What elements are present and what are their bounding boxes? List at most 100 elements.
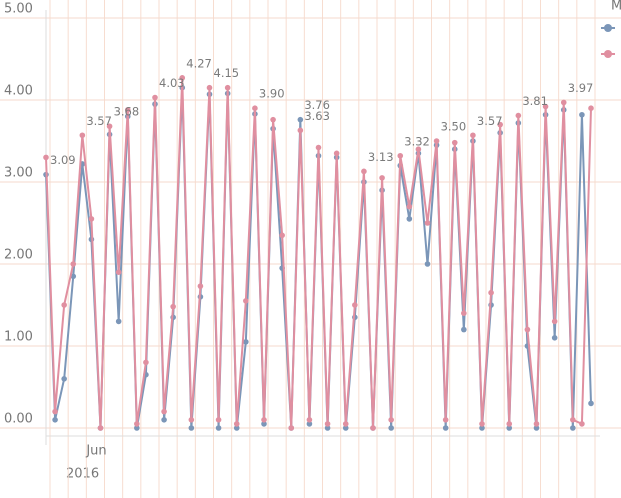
data-point	[479, 421, 485, 427]
legend-marker	[604, 50, 612, 58]
data-point	[252, 105, 258, 111]
data-point	[179, 75, 186, 81]
data-point	[542, 103, 549, 110]
data-point	[470, 132, 476, 139]
data-point	[461, 310, 467, 317]
legend-marker	[604, 24, 612, 32]
data-point	[524, 326, 531, 333]
data-point	[461, 326, 467, 333]
value-label: 4.15	[214, 66, 240, 80]
y-tick-label: 3.00	[4, 166, 33, 181]
data-point	[488, 289, 494, 296]
data-point	[551, 318, 558, 325]
data-point	[115, 318, 122, 325]
data-point	[279, 232, 285, 239]
value-label: 3.50	[441, 120, 467, 134]
x-tick-label: Jun	[85, 444, 106, 459]
data-point	[79, 132, 86, 139]
y-tick-label: 4.00	[4, 84, 33, 99]
data-point	[533, 425, 540, 431]
data-point	[570, 417, 576, 423]
data-point	[106, 123, 113, 130]
data-point	[52, 408, 58, 415]
data-point	[243, 339, 249, 345]
value-label: 3.81	[522, 94, 548, 108]
data-point	[515, 112, 522, 119]
data-point	[433, 138, 440, 144]
data-point	[43, 154, 49, 161]
value-label: 3.63	[304, 109, 330, 123]
y-tick-label: 5.00	[4, 2, 33, 17]
data-point	[370, 425, 376, 431]
legend-title: M	[611, 0, 621, 14]
data-point	[70, 261, 77, 267]
data-point	[170, 303, 176, 310]
value-label: 3.90	[259, 87, 285, 101]
data-point	[588, 400, 594, 407]
data-point	[570, 425, 576, 431]
data-point	[306, 421, 313, 427]
data-point	[406, 216, 413, 222]
data-point	[306, 417, 313, 423]
y-tick-label: 0.00	[4, 412, 33, 427]
data-point	[206, 84, 213, 91]
data-point	[379, 175, 385, 181]
value-label: 3.09	[50, 153, 76, 167]
data-point	[143, 359, 149, 366]
data-point	[134, 421, 140, 427]
value-label: 3.32	[404, 134, 430, 148]
data-point	[233, 425, 240, 431]
data-point	[61, 376, 67, 382]
data-point	[124, 107, 131, 113]
data-point	[215, 425, 222, 431]
data-point	[424, 220, 431, 226]
data-point	[533, 421, 540, 427]
data-point	[388, 417, 394, 423]
data-point	[342, 425, 349, 431]
value-label: 4.27	[186, 56, 212, 70]
data-point	[424, 261, 431, 267]
data-point	[297, 127, 304, 134]
data-point	[506, 425, 513, 431]
data-point	[215, 417, 222, 423]
data-point	[243, 298, 249, 304]
data-point	[315, 144, 322, 151]
series-line	[45, 76, 592, 429]
value-label: 4.03	[159, 76, 185, 90]
data-point	[161, 417, 167, 423]
data-point	[324, 421, 331, 427]
data-point	[188, 425, 195, 431]
value-label: 3.13	[368, 150, 394, 164]
data-point	[270, 116, 276, 123]
data-point	[406, 203, 413, 210]
value-label: 3.57	[86, 114, 112, 128]
data-point	[134, 425, 140, 431]
value-label: 3.57	[477, 114, 503, 128]
data-point	[324, 425, 331, 431]
data-point	[579, 111, 585, 118]
data-point	[442, 417, 449, 423]
data-point	[361, 168, 367, 175]
data-point	[451, 139, 458, 146]
data-point	[161, 408, 167, 415]
data-point	[97, 425, 104, 431]
data-point	[88, 216, 95, 222]
data-point	[551, 335, 558, 341]
value-label: 3.68	[114, 105, 140, 119]
data-point	[152, 94, 158, 101]
data-point	[333, 150, 340, 157]
data-point	[233, 421, 240, 427]
data-point	[442, 425, 449, 431]
data-point	[115, 269, 122, 276]
data-point	[197, 283, 204, 289]
y-tick-label: 2.00	[4, 248, 33, 263]
data-point	[560, 99, 567, 106]
data-point	[352, 302, 358, 308]
data-point	[388, 425, 394, 431]
data-point	[342, 421, 349, 427]
data-point	[297, 116, 304, 123]
data-point	[224, 84, 231, 91]
y-tick-label: 1.00	[4, 330, 33, 345]
